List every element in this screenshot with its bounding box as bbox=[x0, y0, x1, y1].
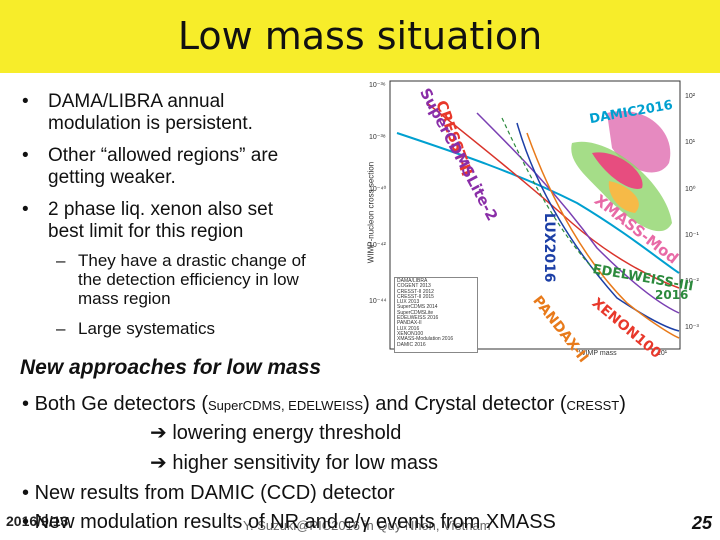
legend-entry: CRESST-II 2012 bbox=[397, 288, 434, 295]
y2-tick: 10¹ bbox=[685, 139, 696, 146]
legend-entry: DAMA/LIBRA bbox=[397, 278, 428, 284]
bullet-dot: • bbox=[22, 199, 29, 220]
sub-bullet-systematics: – Large systematics bbox=[56, 319, 215, 338]
arrow-right-icon: ➔ bbox=[150, 422, 167, 444]
arrow-sensitivity: ➔ higher sensitivity for low mass bbox=[150, 452, 438, 474]
bullet-line: DAMA/LIBRA annual bbox=[48, 91, 225, 112]
legend-entry: XMASS-Modulation 2016 bbox=[397, 336, 454, 343]
pandax-curve bbox=[526, 132, 680, 339]
bullet-line: Other “allowed regions” are bbox=[48, 145, 279, 166]
sub-bullet-line: They have a drastic change of bbox=[78, 251, 306, 270]
supercdms-curve bbox=[476, 112, 680, 314]
arrow-right-icon: ➔ bbox=[150, 452, 167, 474]
y-axis-label: WIMP-nucleon cross section bbox=[366, 161, 376, 264]
bullet-line: getting weaker. bbox=[48, 167, 176, 188]
y2-tick: 10⁰ bbox=[685, 186, 696, 193]
bullet-dot: • bbox=[22, 91, 29, 112]
sub-bullet-efficiency: – They have a drastic change of the dete… bbox=[56, 251, 306, 308]
sub-bullet-line: the detection efficiency in low bbox=[78, 270, 299, 289]
y-tick: 10⁻⁴⁰ bbox=[369, 186, 387, 193]
legend-entry: COGENT 2013 bbox=[397, 283, 431, 290]
y2-tick: 10⁻³ bbox=[685, 324, 699, 331]
legend-entry: CRESST-II 2015 bbox=[397, 293, 434, 300]
bullet-ge-detectors: • Both Ge detectors (SuperCDMS, EDELWEIS… bbox=[22, 393, 626, 415]
footer-center: Y. Suzuki@PIC2016 in Quy Nhon, Vietnam bbox=[243, 518, 491, 533]
y2-tick: 10⁻² bbox=[685, 278, 699, 285]
exclusion-plot: DAMA/LIBRA COGENT 2013 CRESST-II 2012 CR… bbox=[357, 73, 710, 366]
bullet-damic: • New results from DAMIC (CCD) detector bbox=[22, 482, 395, 504]
sub-bullet-dash: – bbox=[56, 319, 66, 338]
x-axis-label: WIMP mass bbox=[579, 350, 617, 357]
legend-entry: DAMIC 2016 bbox=[397, 341, 426, 348]
y2-tick: 10² bbox=[685, 93, 696, 100]
bullet-xenon: • 2 phase liq. xenon also set best limit… bbox=[22, 199, 273, 243]
legend-entry: EDELWEISS 2016 bbox=[397, 315, 439, 322]
y-tick: 10⁻³⁶ bbox=[369, 82, 386, 89]
label-lux: LUX2016 bbox=[541, 213, 557, 283]
lux-curve bbox=[516, 122, 680, 332]
sub-bullet-line: mass region bbox=[78, 289, 171, 308]
legend-entry: XENON100 bbox=[397, 330, 424, 337]
arrow-threshold: ➔ lowering energy threshold bbox=[150, 422, 402, 444]
bullet-line: best limit for this region bbox=[48, 221, 244, 242]
legend-entry: SuperCDMS 2014 bbox=[397, 304, 438, 311]
cogent-region bbox=[592, 152, 643, 189]
footer-date: 2016/9/13 bbox=[6, 513, 69, 529]
exclusion-plot-svg bbox=[389, 80, 681, 350]
edelweiss-curve bbox=[501, 117, 603, 279]
label-edelweiss-year: 2016 bbox=[655, 288, 689, 302]
page-number: 25 bbox=[692, 513, 713, 533]
plot-legend: DAMA/LIBRA COGENT 2013 CRESST-II 2012 CR… bbox=[394, 277, 478, 353]
bullet-line: modulation is persistent. bbox=[48, 113, 253, 134]
legend-entry: SuperCDMSLite bbox=[397, 309, 434, 316]
bullet-dama: • DAMA/LIBRA annual modulation is persis… bbox=[22, 91, 253, 135]
legend-entry: LUX 2016 bbox=[397, 325, 420, 332]
bullet-line: 2 phase liq. xenon also set bbox=[48, 199, 273, 220]
legend-entry: PANDAX-II bbox=[397, 320, 422, 327]
bullet-xmass: • New modulation results of NR and e/γ e… bbox=[22, 511, 556, 533]
slide-title: Low mass situation bbox=[177, 14, 543, 58]
cresst-curve bbox=[426, 102, 680, 289]
sub-bullet-dash: – bbox=[56, 251, 66, 270]
bullet-other: • Other “allowed regions” are getting we… bbox=[22, 145, 279, 189]
damic-curve bbox=[396, 132, 680, 274]
bullet-dot: • bbox=[22, 145, 29, 166]
title-band bbox=[0, 0, 720, 73]
x-tick: 10¹ bbox=[657, 350, 668, 357]
y-tick: 10⁻⁴⁴ bbox=[369, 298, 387, 305]
y-tick: 10⁻⁴² bbox=[369, 242, 386, 249]
sub-bullet-line: Large systematics bbox=[78, 319, 215, 338]
y2-tick: 10⁻¹ bbox=[685, 232, 699, 239]
dama-low-region bbox=[608, 181, 639, 213]
new-approaches-heading: New approaches for low mass bbox=[20, 356, 322, 379]
y-tick: 10⁻³⁸ bbox=[369, 134, 386, 141]
legend-entry: LUX 2013 bbox=[397, 299, 420, 306]
